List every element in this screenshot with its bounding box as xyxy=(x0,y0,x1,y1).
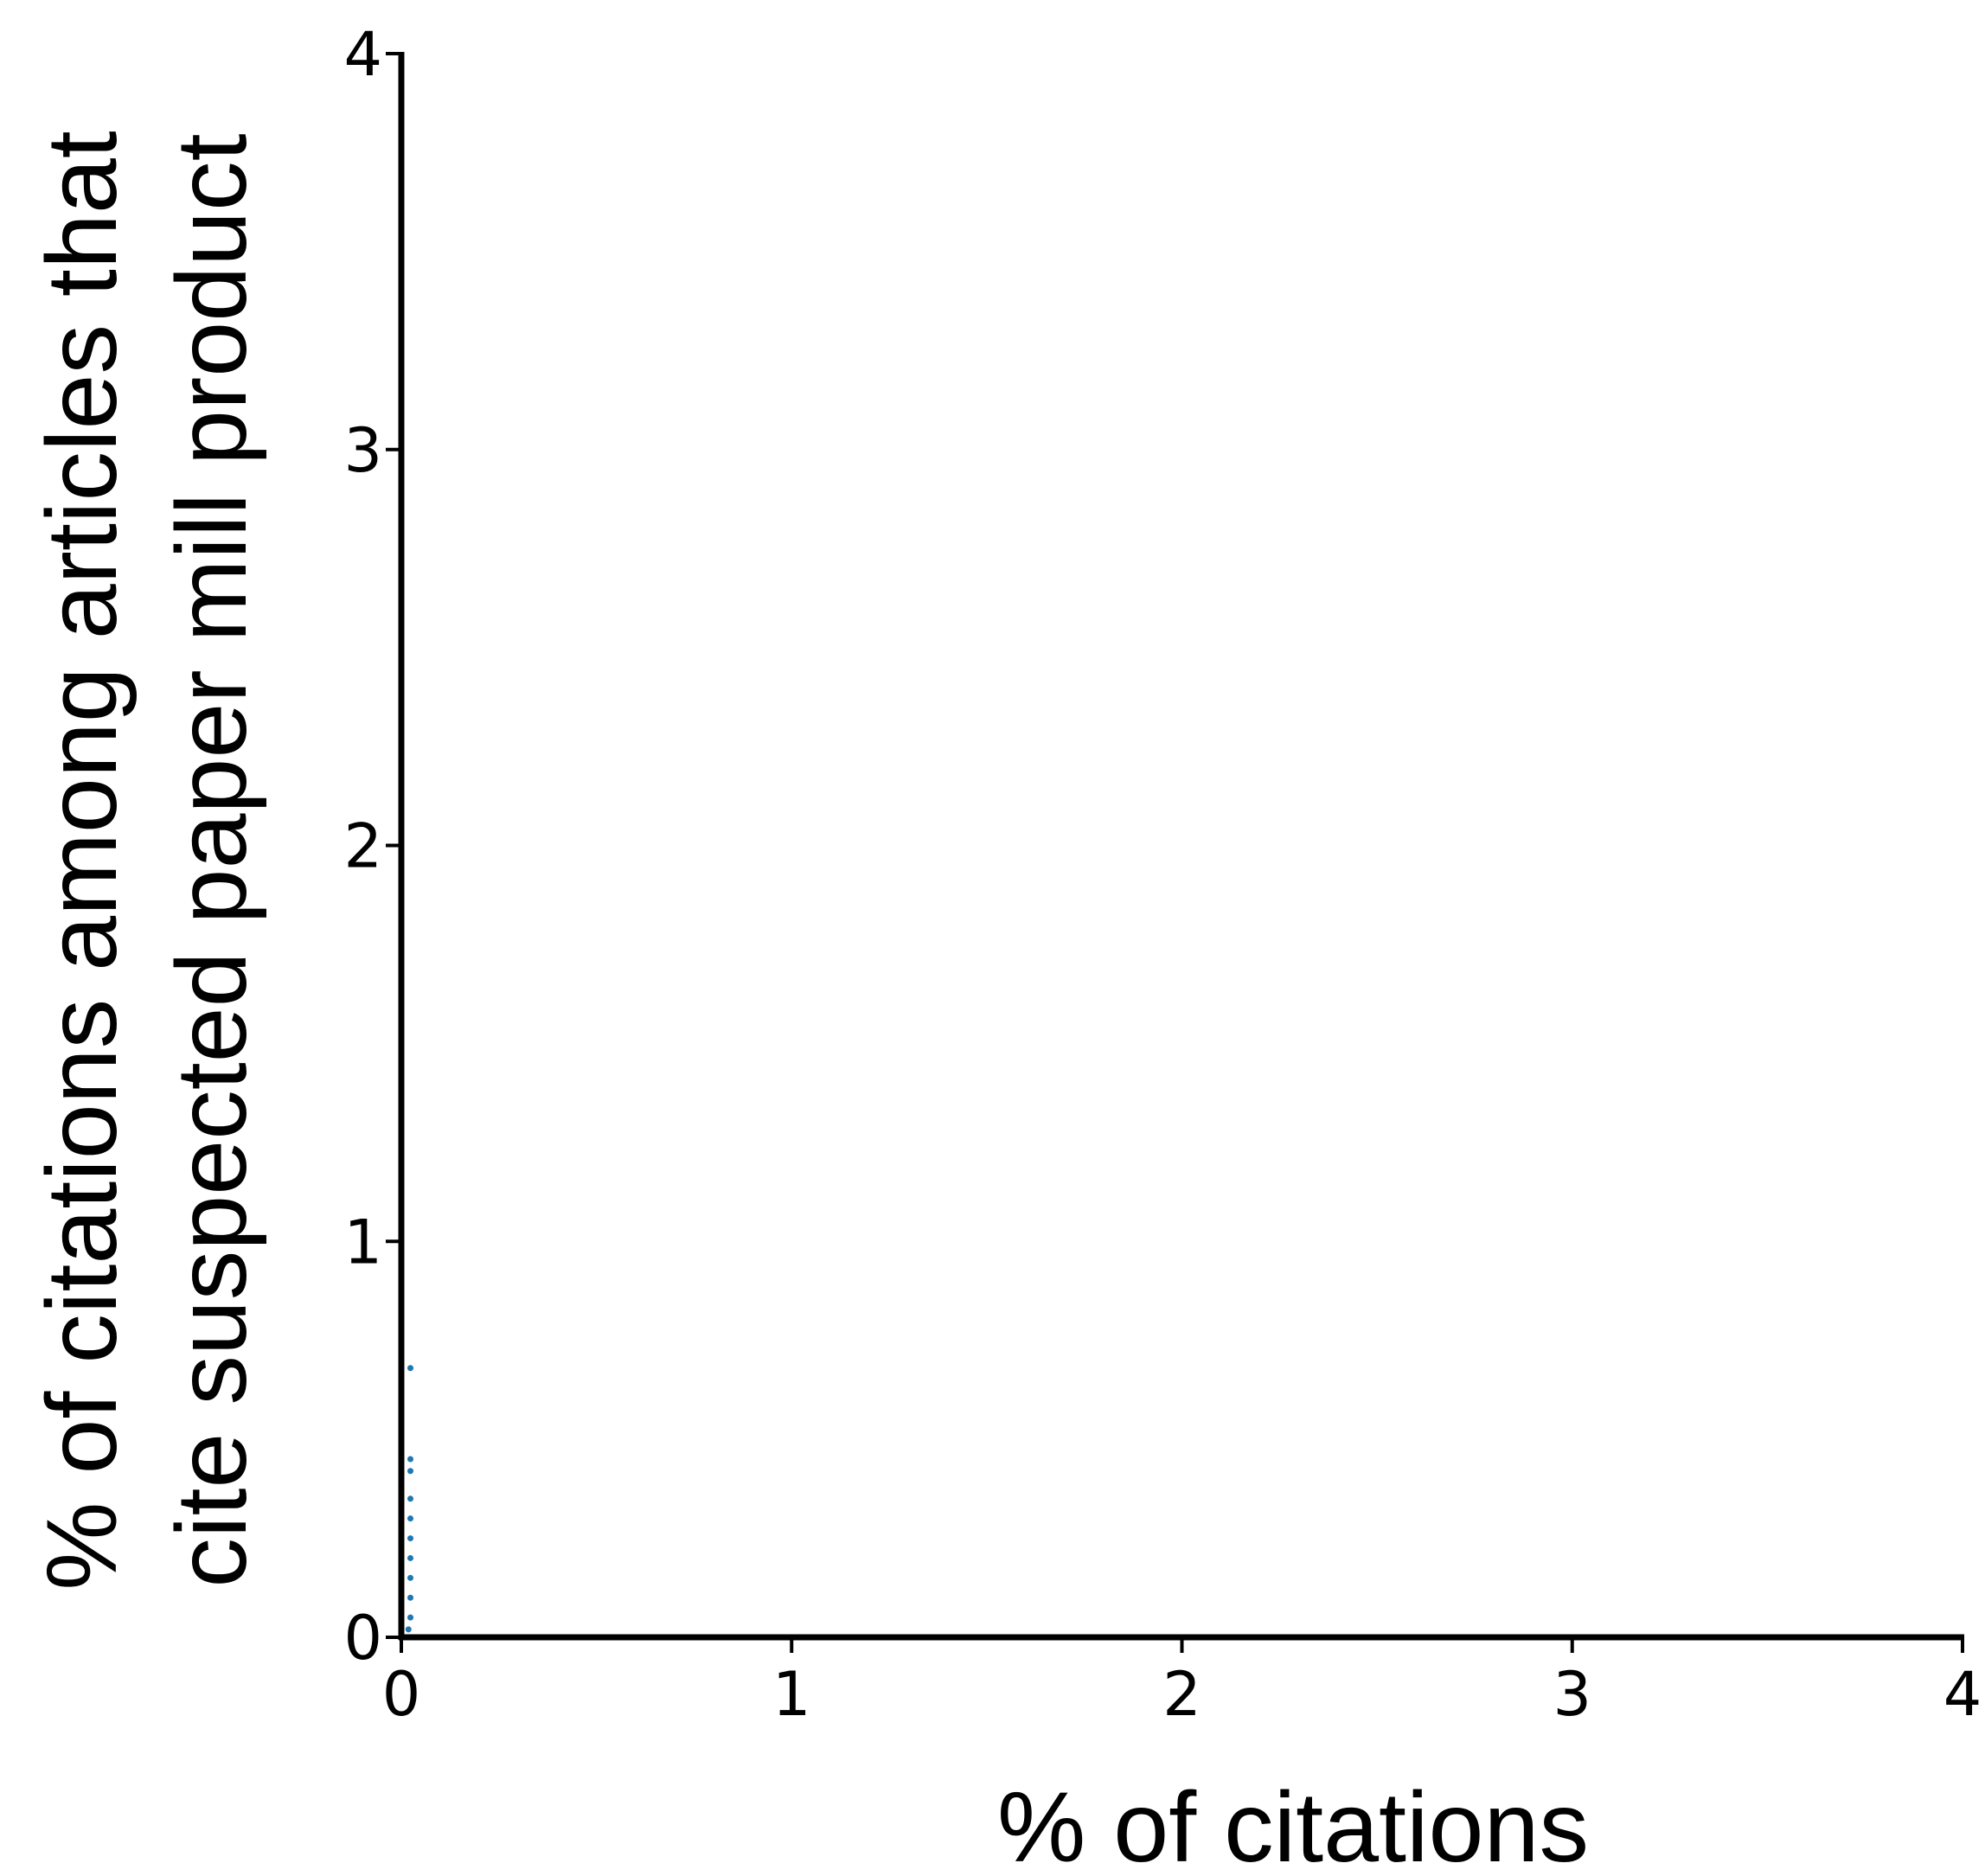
y-axis-title-line-1: % of citations among articles that xyxy=(27,131,138,1591)
data-point xyxy=(407,1554,414,1561)
y-tick-label: 1 xyxy=(343,1207,382,1277)
data-point xyxy=(407,1614,414,1621)
y-tick-label: 0 xyxy=(343,1603,382,1674)
x-tick-label: 0 xyxy=(382,1659,421,1730)
x-tick-label: 1 xyxy=(772,1659,811,1730)
data-point xyxy=(407,1574,414,1581)
x-axis-title: % of citations xyxy=(997,1772,1589,1876)
data-point xyxy=(407,1495,414,1502)
data-point xyxy=(407,1468,414,1475)
data-point xyxy=(407,1515,414,1522)
y-tick-label: 4 xyxy=(343,19,382,90)
y-tick-label: 3 xyxy=(343,415,382,486)
x-tick-label: 4 xyxy=(1943,1659,1982,1730)
data-point xyxy=(407,1365,414,1372)
data-point xyxy=(407,1535,414,1542)
axes xyxy=(398,52,1964,1641)
y-axis-title: % of citations among articles that cite … xyxy=(27,131,267,1591)
x-tick-label: 2 xyxy=(1162,1659,1201,1730)
x-tick-label: 3 xyxy=(1553,1659,1591,1730)
y-axis-ticks: 0 1 2 3 4 xyxy=(343,19,401,1674)
data-point xyxy=(407,1594,414,1601)
data-point xyxy=(407,1456,414,1463)
data-points xyxy=(405,1365,414,1633)
y-axis-title-line-2: cite suspected paper mill product xyxy=(157,133,267,1587)
x-axis-ticks: 0 1 2 3 4 xyxy=(382,1637,1982,1730)
data-point xyxy=(405,1626,412,1633)
y-tick-label: 2 xyxy=(343,811,382,882)
